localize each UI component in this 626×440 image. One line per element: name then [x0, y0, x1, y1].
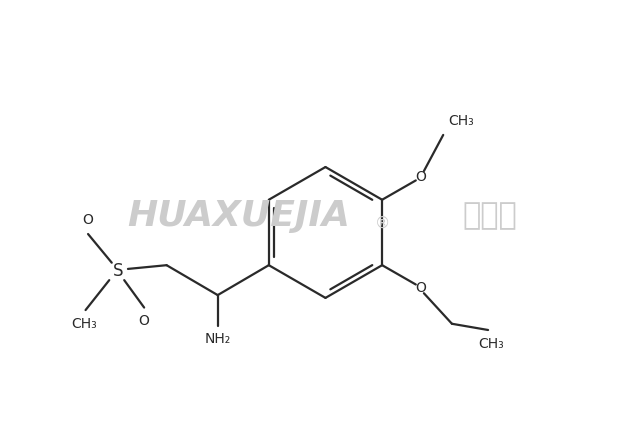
Text: O: O: [415, 170, 426, 184]
Text: CH₃: CH₃: [448, 114, 474, 128]
Text: S: S: [113, 262, 123, 280]
Text: O: O: [139, 314, 150, 328]
Text: HUAXUEJIA: HUAXUEJIA: [127, 198, 350, 233]
Text: ®: ®: [376, 216, 391, 231]
Text: CH₃: CH₃: [71, 317, 97, 331]
Text: CH₃: CH₃: [478, 337, 504, 351]
Text: 化学加: 化学加: [463, 201, 517, 230]
Text: O: O: [415, 281, 426, 295]
Text: NH₂: NH₂: [205, 332, 231, 346]
Text: O: O: [83, 213, 93, 227]
